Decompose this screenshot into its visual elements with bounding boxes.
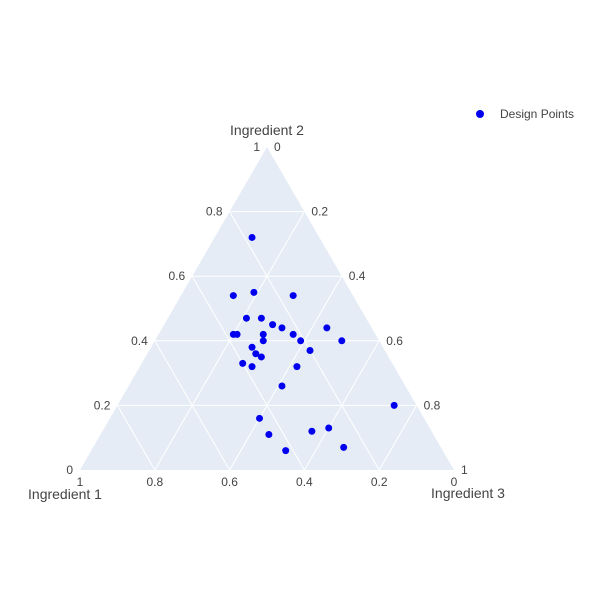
tick-label-ingredient-1: 0.6 — [221, 475, 238, 489]
design-point[interactable] — [229, 292, 237, 300]
tick-label-ingredient-3: 0 — [274, 140, 281, 154]
design-point[interactable] — [248, 343, 256, 351]
design-point[interactable] — [289, 292, 297, 300]
tick-label-ingredient-1: 1 — [77, 475, 84, 489]
design-point[interactable] — [293, 363, 301, 371]
design-point[interactable] — [259, 337, 267, 345]
design-point[interactable] — [306, 346, 314, 354]
tick-labels: 00.20.40.60.81 00.20.40.60.811 0.8 0.6 0.4 0.… — [66, 140, 468, 489]
design-point[interactable] — [257, 314, 265, 322]
tick-label-ingredient-2: 0.6 — [169, 269, 186, 283]
design-point[interactable] — [257, 353, 265, 361]
design-point[interactable] — [239, 359, 247, 367]
axis-title-ingredient-3: Ingredient 3 — [431, 485, 505, 501]
grid-line-ingredient-3 — [303, 340, 380, 471]
legend[interactable]: Design Points — [476, 107, 574, 121]
design-point[interactable] — [269, 321, 277, 329]
tick-label-ingredient-1: 0.2 — [371, 475, 388, 489]
design-point[interactable] — [265, 430, 273, 438]
grid-line-ingredient-1 — [116, 405, 156, 471]
axis-title-ingredient-2: Ingredient 2 — [230, 122, 304, 138]
axis-title-ingredient-1: Ingredient 1 — [28, 486, 102, 502]
tick-label-ingredient-2: 0 — [66, 463, 73, 477]
design-point[interactable] — [390, 401, 398, 409]
grid-line-ingredient-1 — [191, 275, 305, 471]
design-point[interactable] — [229, 330, 237, 338]
design-point[interactable] — [256, 414, 264, 422]
design-point[interactable] — [289, 330, 297, 338]
tick-label-ingredient-2: 1 — [253, 140, 260, 154]
legend-marker — [476, 110, 484, 118]
tick-label-ingredient-1: 0 — [451, 475, 458, 489]
design-point[interactable] — [242, 314, 250, 322]
grid-line-ingredient-3 — [378, 405, 418, 471]
design-point[interactable] — [308, 427, 316, 435]
design-point[interactable] — [325, 424, 333, 432]
design-point[interactable] — [252, 350, 260, 358]
tick-label-ingredient-2: 0.4 — [131, 334, 148, 348]
tick-label-ingredient-2: 0.8 — [206, 205, 223, 219]
tick-label-ingredient-3: 0.8 — [424, 398, 441, 412]
design-point[interactable] — [248, 363, 256, 371]
tick-label-ingredient-1: 0.8 — [146, 475, 163, 489]
design-point[interactable] — [259, 330, 267, 338]
design-point[interactable] — [282, 447, 290, 455]
design-point[interactable] — [338, 337, 346, 345]
tick-label-ingredient-3: 0.4 — [349, 269, 366, 283]
design-point[interactable] — [250, 288, 258, 296]
tick-label-ingredient-2: 0.2 — [94, 398, 111, 412]
tick-label-ingredient-3: 0.6 — [386, 334, 403, 348]
tick-label-ingredient-1: 0.4 — [296, 475, 313, 489]
tick-label-ingredient-3: 0.2 — [311, 205, 328, 219]
design-point[interactable] — [278, 382, 286, 390]
ternary-area — [80, 147, 454, 470]
design-point[interactable] — [340, 443, 348, 451]
grid-line-ingredient-3 — [229, 275, 343, 471]
grid-line-ingredient-1 — [154, 340, 231, 471]
design-point[interactable] — [278, 324, 286, 332]
design-point[interactable] — [297, 337, 305, 345]
ternary-background — [80, 147, 454, 470]
design-point[interactable] — [248, 233, 256, 241]
design-point[interactable] — [323, 324, 331, 332]
data-points — [229, 233, 398, 455]
tick-label-ingredient-3: 1 — [461, 463, 468, 477]
gridlines — [116, 211, 418, 471]
legend-label-design-points: Design Points — [500, 107, 574, 121]
